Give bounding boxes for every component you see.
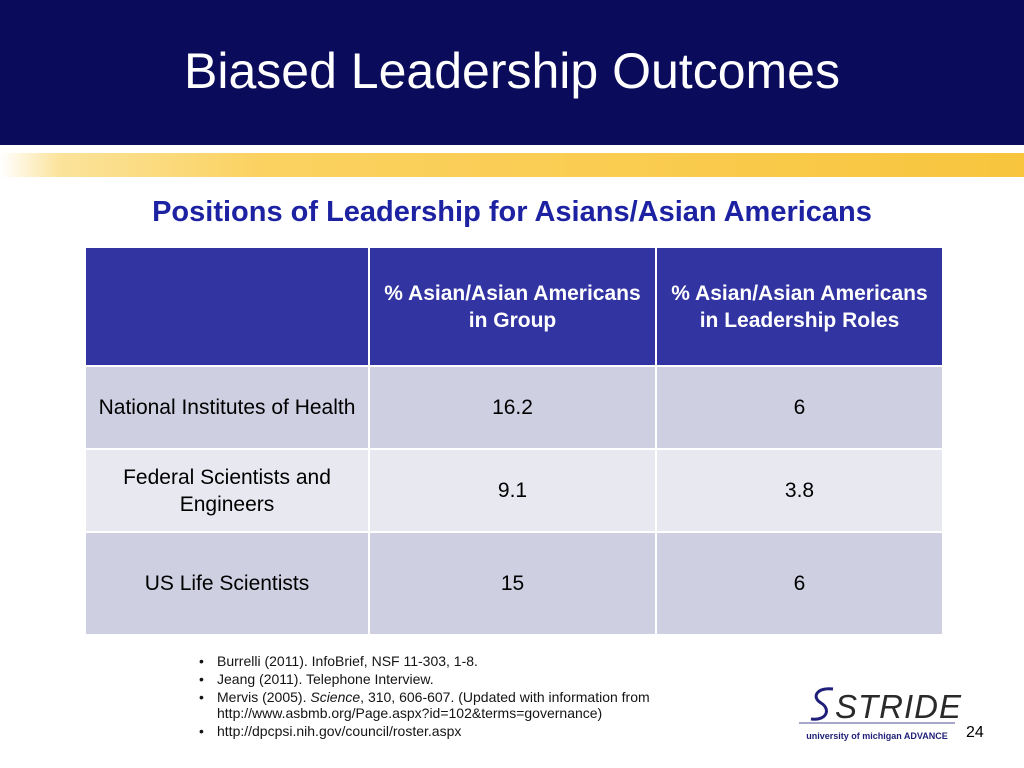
table-header-row: % Asian/Asian Americans in Group % Asian… [84, 246, 944, 367]
title-bar [0, 0, 1024, 145]
group-percent-cell: 15 [368, 531, 657, 636]
header-cell-leadership-percent: % Asian/Asian Americans in Leadership Ro… [655, 246, 944, 367]
table-row: US Life Scientists 15 6 [84, 531, 944, 636]
header-cell-blank [84, 246, 370, 367]
bullet-icon: • [199, 689, 204, 705]
leadership-percent-cell: 6 [655, 365, 944, 450]
logo-wordmark: STRIDE [835, 688, 963, 725]
logo-tagline: university of michigan ADVANCE [806, 731, 948, 741]
reference-item: • http://dpcpsi.nih.gov/council/roster.as… [199, 723, 462, 739]
row-label: Federal Scientists and Engineers [84, 448, 370, 533]
group-percent-cell: 9.1 [368, 448, 657, 533]
accent-band [0, 153, 1024, 177]
reference-item: • Burrelli (2011). InfoBrief, NSF 11-303,… [199, 653, 478, 669]
bullet-icon: • [199, 653, 204, 669]
stride-logo-icon [799, 687, 955, 724]
bullet-icon: • [199, 723, 204, 739]
header-cell-group-percent: % Asian/Asian Americans in Group [368, 246, 657, 367]
leadership-percent-cell: 3.8 [655, 448, 944, 533]
row-label: National Institutes of Health [84, 365, 370, 450]
reference-item: • Jeang (2011). Telephone Interview. [199, 671, 434, 687]
table-heading: Positions of Leadership for Asians/Asian… [152, 196, 872, 228]
leadership-percent-cell: 6 [655, 531, 944, 636]
reference-item: • Mervis (2005). Science, 310, 606-607. (… [199, 689, 650, 721]
page-number: 24 [966, 724, 984, 741]
reference-list: • Burrelli (2011). InfoBrief, NSF 11-303,… [199, 653, 769, 741]
bullet-icon: • [199, 671, 204, 687]
table-row: Federal Scientists and Engineers 9.1 3.8 [84, 448, 944, 533]
leadership-table: % Asian/Asian Americans in Group % Asian… [84, 246, 944, 636]
group-percent-cell: 16.2 [368, 365, 657, 450]
slide-title: Biased Leadership Outcomes [184, 43, 840, 99]
row-label: US Life Scientists [84, 531, 370, 636]
table-row: National Institutes of Health 16.2 6 [84, 365, 944, 450]
